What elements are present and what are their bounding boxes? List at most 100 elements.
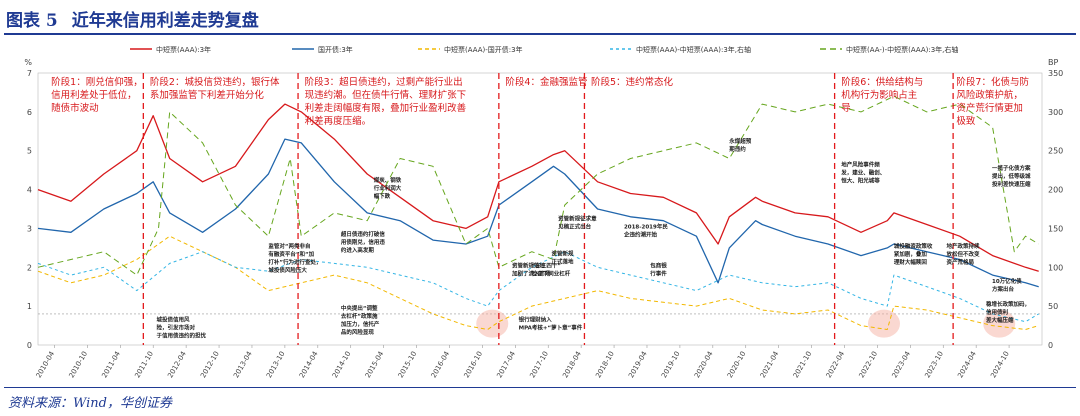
- x-tick-label-18: 2019-04: [627, 350, 649, 380]
- title-rule: [4, 33, 1076, 35]
- annotation-9-line-1: MPA考核+“萝卜章”事件: [519, 324, 583, 332]
- legend-label-0: 中短票(AAA):3年: [156, 45, 211, 54]
- source-note: 资料来源：Wind，华创证券: [8, 396, 172, 411]
- annotation-14-line-1: 紧加剧，叠加: [894, 250, 928, 258]
- annotation-0-line-2: 打补”行为进行查处，: [268, 258, 321, 266]
- annotation-0-line-3: 城投债风险压大: [268, 266, 307, 274]
- left-tick-label-7: 7: [27, 69, 32, 78]
- annotation-2-line-2: 幅下跌: [374, 192, 391, 200]
- stage-6-line-2: 导: [841, 103, 851, 114]
- right-tick-label-6: 300: [1048, 108, 1063, 117]
- annotation-0-line-1: 有融资平台”和“加: [268, 250, 314, 258]
- x-tick-label-23: 2021-10: [792, 350, 814, 379]
- right-axis-unit: BP: [1048, 58, 1058, 67]
- right-tick-label-0: 0: [1048, 341, 1053, 350]
- x-tick-label-12: 2016-04: [430, 350, 452, 380]
- annotation-17-line-0: 稳增长政策加码，: [986, 300, 1030, 308]
- x-tick-label-11: 2015-10: [397, 350, 419, 379]
- annotation-16-line-2: 投利差快速压缩: [992, 180, 1031, 188]
- annotation-15-line-0: 地产政策持续: [947, 242, 981, 250]
- stage-6-line-0: 阶段6：供给结构与: [841, 76, 923, 88]
- legend-label-2: 中短票(AAA)-国开债:3年: [444, 45, 523, 54]
- right-tick-label-4: 200: [1048, 186, 1063, 195]
- x-tick-label-9: 2014-10: [331, 350, 353, 379]
- annotation-15-line-2: 资产荒格局: [947, 258, 975, 266]
- annotation-13-line-0: 地产风险事件频: [841, 160, 880, 168]
- x-tick-label-10: 2015-04: [364, 350, 386, 380]
- annotation-4-line-2: 加压力，信托产: [340, 320, 380, 328]
- x-tick-label-2: 2011-04: [100, 350, 122, 380]
- legend-label-3: 中短票(AAA)-中短票(AAA):3年,右轴: [636, 45, 751, 54]
- annotation-13-line-1: 发，建业、融创、: [840, 168, 885, 176]
- annotation-14-line-0: 城投融资政策收: [894, 242, 933, 250]
- annotation-8-line-0: “三三四十”: [532, 261, 562, 269]
- series-line-4: [37, 95, 1039, 276]
- x-tick-label-16: 2018-04: [561, 350, 583, 380]
- annotation-18-line-0: 10万亿化债: [992, 277, 1022, 285]
- highlight-circle-2: [983, 309, 1016, 338]
- annotation-9-line-0: 银行理财纳入: [519, 316, 553, 324]
- annotation-1-line-2: 于信用债违约的担忧: [157, 332, 207, 340]
- left-tick-label-3: 3: [27, 224, 32, 233]
- left-tick-label-6: 6: [27, 108, 32, 117]
- stage-5-line-0: 阶段5：违约常态化: [591, 76, 674, 88]
- figure-label: 图表 5: [6, 11, 58, 31]
- annotation-14-line-2: 理财大幅赎回: [894, 258, 928, 266]
- x-tick-label-25: 2022-10: [858, 350, 880, 379]
- x-tick-label-26: 2023-04: [891, 350, 913, 380]
- stage-1-line-1: 信用利差处于低位，: [51, 89, 137, 101]
- stage-3-line-2: 利差走阔幅度有限，叠加行业盈利改善: [305, 102, 467, 114]
- stage-7-line-3: 极致: [956, 115, 976, 127]
- figure-title: 图表 5 近年来信用利差走势复盘: [6, 6, 273, 31]
- annotation-3-line-1: 用债刚兑，信用违: [340, 238, 386, 246]
- right-tick-label-7: 350: [1048, 69, 1063, 78]
- annotation-1-line-0: 城投债信用风: [157, 316, 191, 324]
- annotation-12-line-0: 永煤超预: [728, 137, 752, 145]
- annotation-6-line-0: 资管新规落地: [512, 261, 546, 269]
- x-tick-label-19: 2019-10: [660, 350, 682, 379]
- left-tick-label-1: 1: [27, 302, 32, 311]
- credit-spread-chart: 0 1 2 3 4 5 6 7% 0 50 100 150 200 250 300 350 BP 2010-04 2…: [24, 45, 1063, 380]
- annotation-4-line-3: 品的风险显现: [341, 328, 375, 336]
- stage-3-line-3: 利差再度压缩。: [305, 115, 372, 127]
- annotation-13-line-2: 恒大、阳光城等: [841, 176, 880, 184]
- annotation-16-line-0: 一揽子化债方案: [992, 164, 1031, 172]
- stage-3-line-0: 阶段3：超日债违约，过剩产能行业出: [305, 76, 463, 88]
- x-tick-label-14: 2017-04: [495, 350, 517, 380]
- legend-label-4: 中短票(AA-)-中短票(AAA):3年,右轴: [846, 45, 958, 54]
- annotation-4-line-0: 中央提出“调整: [341, 304, 378, 312]
- plot-frame: [37, 72, 1043, 346]
- x-tick-label-29: 2024-10: [989, 350, 1011, 379]
- series-line-1: [37, 138, 1039, 288]
- x-tick-label-7: 2013-10: [265, 350, 287, 379]
- x-tick-label-21: 2020-10: [726, 350, 748, 379]
- left-axis-unit: %: [24, 58, 32, 67]
- series-line-3: [37, 251, 1039, 323]
- annotation-12-line-1: 期违约: [729, 145, 746, 153]
- x-tick-label-6: 2013-04: [232, 350, 254, 380]
- highlight-circle-0: [476, 309, 509, 338]
- annotation-1-line-1: 险，引发市场对: [157, 324, 196, 332]
- x-tick-label-1: 2010-10: [68, 350, 90, 379]
- annotation-15-line-1: 放松但不改变: [946, 250, 981, 258]
- stage-2-line-1: 系加强监管下利差开始分化: [150, 89, 265, 101]
- right-tick-label-2: 100: [1048, 263, 1063, 272]
- annotation-6-line-1: 加剧了流入市场: [511, 269, 551, 277]
- annotation-5-line-1: 见稿正式出台: [558, 223, 592, 231]
- annotation-17-line-2: 差大幅压缩: [986, 316, 1014, 324]
- annotation-0-line-0: 监管对“两类非自: [268, 242, 310, 250]
- annotation-11-line-0: 包商银: [650, 261, 667, 269]
- annotation-7-line-1: 正式落地: [552, 258, 575, 266]
- x-tick-label-24: 2022-04: [825, 350, 847, 380]
- annotation-2-line-0: 煤炭、钢铁: [374, 176, 402, 184]
- annotation-2-line-1: 行业利润大: [373, 184, 402, 192]
- x-tick-label-28: 2024-04: [956, 350, 978, 380]
- stage-7-line-0: 阶段7：化债与防: [956, 76, 1029, 88]
- series-line-0: [37, 103, 1039, 272]
- x-tick-label-8: 2014-04: [298, 350, 320, 380]
- right-tick-label-5: 250: [1048, 147, 1063, 156]
- series-line-2: [37, 235, 1039, 330]
- left-tick-label-5: 5: [27, 147, 32, 156]
- annotation-10-line-0: 2018-2019年民: [624, 222, 668, 230]
